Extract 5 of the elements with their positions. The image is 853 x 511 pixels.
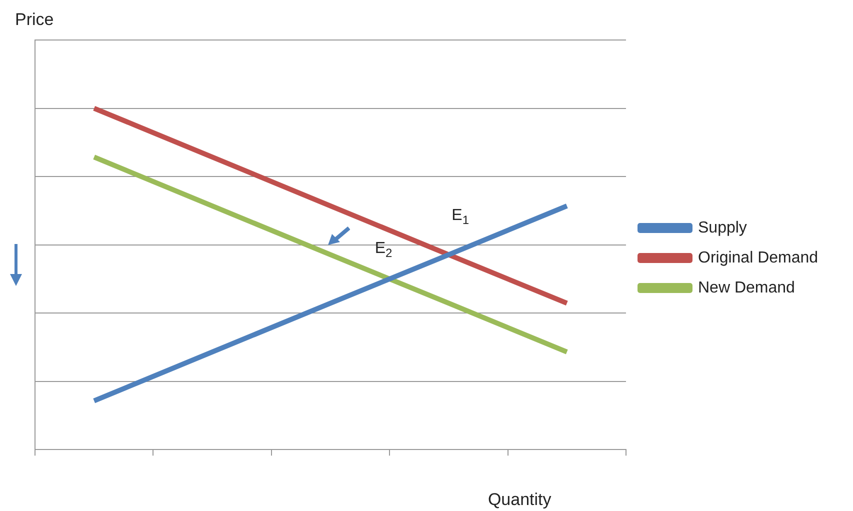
legend-label: Supply bbox=[698, 219, 747, 236]
legend-label: New Demand bbox=[698, 279, 795, 296]
legend-label: Original Demand bbox=[698, 249, 818, 266]
x-axis-title: Quantity bbox=[488, 490, 552, 509]
y-axis-title: Price bbox=[15, 10, 54, 29]
